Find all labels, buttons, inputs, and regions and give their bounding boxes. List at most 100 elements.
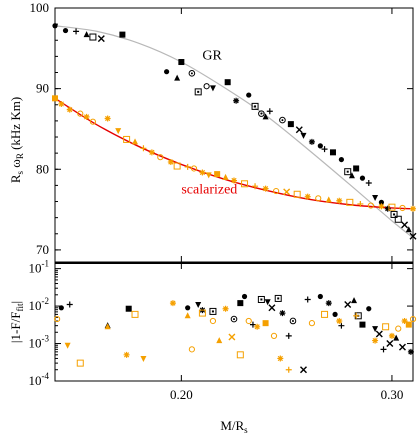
- top-panel-ticks: 70 80 90 100: [30, 0, 413, 262]
- gr-residual-point: [264, 299, 271, 306]
- scalarized-data-point: [410, 205, 416, 212]
- gr-data-point: [97, 35, 105, 43]
- gr-data-point: [83, 31, 90, 38]
- gr-residual-point: [125, 305, 132, 312]
- gr-residual-point: [268, 304, 276, 312]
- scalarized-data-point: [336, 197, 343, 204]
- xtick-label: 0.20: [170, 387, 193, 402]
- gr-data-point: [246, 92, 252, 98]
- scalarized-residual-point: [382, 323, 390, 331]
- gr-data-point: [203, 83, 210, 90]
- gr-residual-point: [185, 305, 191, 311]
- top-ytick-label: 80: [36, 161, 49, 176]
- gr-residual-point: [380, 346, 387, 353]
- scalarized-data-point: [52, 95, 58, 102]
- gr-data-point: [329, 149, 336, 156]
- scalarized-data-point: [123, 135, 131, 143]
- scalarized-data-point: [89, 118, 97, 125]
- svg-text:Rs ωR (kHz Km): Rs ωR (kHz Km): [8, 97, 25, 183]
- scalarized-residual-point: [277, 355, 284, 362]
- scalarized-residual-point: [388, 332, 395, 339]
- gr-residual-point: [372, 326, 379, 333]
- gr-residual-point: [407, 348, 414, 355]
- scalarized-residual-point: [395, 325, 402, 332]
- scalarized-data-point: [83, 113, 90, 120]
- scalarized-residual-point: [405, 321, 412, 328]
- scalarized-data-point: [132, 138, 139, 145]
- bottom-panel-ticks: 10-1 10-2 10-3 10-4 0.20 0.30: [29, 259, 413, 402]
- gr-data-point: [224, 79, 231, 86]
- scalarized-data-point: [222, 173, 229, 180]
- svg-text:|1-F/Ffit|: |1-F/Ffit|: [8, 301, 25, 343]
- scalarized-residual-point: [54, 315, 61, 323]
- gr-data-point: [359, 175, 366, 181]
- scalarized-residual-point: [308, 320, 316, 327]
- scalarized-residual-point: [245, 317, 252, 325]
- gr-fit-curve: [54, 25, 414, 239]
- gr-data-point: [308, 138, 315, 145]
- gr-data-point: [390, 210, 398, 218]
- bottom-ytick-label: 10-1: [29, 259, 50, 276]
- top-ytick-label: 100: [30, 0, 50, 15]
- gr-residual-point: [299, 366, 307, 374]
- gr-residual-point: [351, 297, 358, 304]
- top-ytick-label: 70: [36, 242, 49, 257]
- gr-residual-point: [386, 340, 394, 348]
- gr-data-point: [258, 110, 265, 117]
- scalarized-residual-point: [222, 305, 229, 312]
- scalarized-residual-point: [184, 312, 191, 319]
- scalarized-curve-label: scalarized: [181, 182, 237, 197]
- gr-residual-point: [325, 300, 332, 307]
- scalarized-residual-point: [169, 300, 176, 307]
- scalarized-residual-point: [140, 355, 147, 362]
- gr-data-point: [295, 126, 303, 134]
- scalarized-data-point: [241, 180, 249, 188]
- gr-residual-point: [359, 321, 366, 328]
- gr-residual-point: [66, 301, 73, 308]
- gr-residual-point: [237, 300, 244, 307]
- gr-residual-point: [241, 293, 248, 300]
- gr-data-point: [321, 146, 328, 153]
- gr-data-point: [178, 59, 185, 66]
- gr-data-point: [89, 33, 97, 41]
- gr-data-point: [188, 70, 196, 77]
- gr-data-point: [251, 102, 259, 110]
- gr-data-point: [317, 143, 323, 149]
- scalarized-data-point: [283, 188, 291, 196]
- scalarized-data-point: [199, 169, 206, 176]
- gr-data-point: [384, 205, 391, 212]
- scalarized-data-point: [367, 202, 374, 209]
- scalarized-residual-point: [336, 317, 343, 324]
- scalarized-data-point: [184, 163, 191, 170]
- gr-residual-point: [274, 294, 282, 302]
- gr-data-point: [164, 69, 170, 75]
- scalarized-data-point: [378, 203, 385, 210]
- gr-residual-point: [344, 301, 352, 309]
- scalarized-data-point: [399, 204, 406, 212]
- top-ytick-label: 90: [36, 81, 49, 96]
- scalarized-residual-point: [270, 332, 278, 339]
- gr-residual-point: [332, 311, 338, 317]
- gr-data-point: [405, 226, 412, 233]
- scalarized-data-point: [173, 162, 181, 170]
- scalarized-residual-point: [228, 333, 236, 341]
- gr-data-point: [394, 215, 402, 223]
- gr-data-point: [344, 168, 352, 176]
- gr-data-point: [73, 28, 80, 35]
- gr-data-point: [372, 194, 379, 201]
- scalarized-residual-point: [285, 366, 292, 373]
- gr-data-point: [266, 108, 273, 115]
- gr-data-point: [62, 27, 69, 34]
- scalarized-residual-point: [104, 323, 111, 330]
- gr-residual-point: [366, 306, 372, 312]
- gr-residual-point: [257, 295, 265, 303]
- scalarized-data-point: [157, 154, 164, 161]
- scalarized-data-point: [325, 196, 332, 203]
- scalarized-residual-point: [76, 359, 84, 367]
- gr-residual-point: [304, 296, 311, 303]
- scalarized-residual-point: [353, 312, 360, 319]
- gr-data-point: [348, 172, 355, 179]
- gr-data-point: [300, 132, 307, 139]
- bottom-y-axis-label: |1-F/Ffit|: [8, 301, 25, 343]
